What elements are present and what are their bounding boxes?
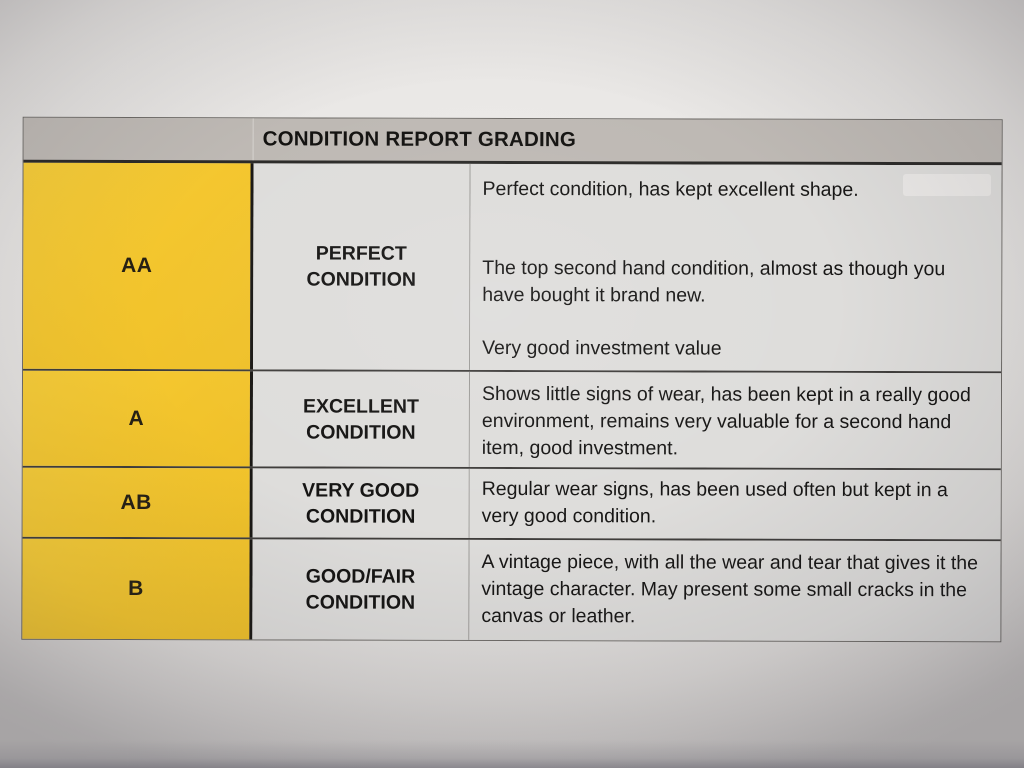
description-cell: A vintage piece, with all the wear and t… [469, 539, 1001, 642]
table-row: AB VERY GOOD CONDITION Regular wear sign… [22, 467, 1001, 542]
condition-grading-table: CONDITION REPORT GRADING AA PERFECT COND… [21, 116, 1003, 643]
description-text: The top second hand condition, almost as… [482, 256, 946, 307]
table-row: AA PERFECT CONDITION Perfect condition, … [23, 162, 1002, 374]
condition-cell: EXCELLENT CONDITION [252, 371, 471, 467]
table-header-bar: CONDITION REPORT GRADING [23, 117, 1002, 166]
header-spacer-cell [23, 117, 254, 161]
grade-cell: AB [22, 467, 253, 538]
whiteout-patch [903, 174, 991, 196]
description-text: Regular wear signs, has been used often … [481, 477, 948, 528]
condition-cell: VERY GOOD CONDITION [252, 468, 470, 538]
condition-cell: GOOD/FAIR CONDITION [252, 539, 470, 640]
grade-cell: AA [23, 162, 254, 370]
grade-cell: A [22, 370, 254, 467]
table-title: CONDITION REPORT GRADING [262, 127, 577, 152]
grade-cell: B [22, 538, 253, 640]
table-row: B GOOD/FAIR CONDITION A vintage piece, w… [22, 538, 1001, 642]
description-cell: Regular wear signs, has been used often … [469, 468, 1001, 540]
condition-cell: PERFECT CONDITION [253, 163, 471, 370]
description-text: Shows little signs of wear, has been kep… [481, 382, 971, 460]
description-text: Very good investment value [482, 336, 722, 360]
description-text: A vintage piece, with all the wear and t… [481, 550, 979, 628]
table-row: A EXCELLENT CONDITION Shows little signs… [22, 370, 1002, 471]
description-cell: Shows little signs of wear, has been kep… [469, 371, 1002, 469]
photo-bottom-shadow [0, 740, 1024, 768]
